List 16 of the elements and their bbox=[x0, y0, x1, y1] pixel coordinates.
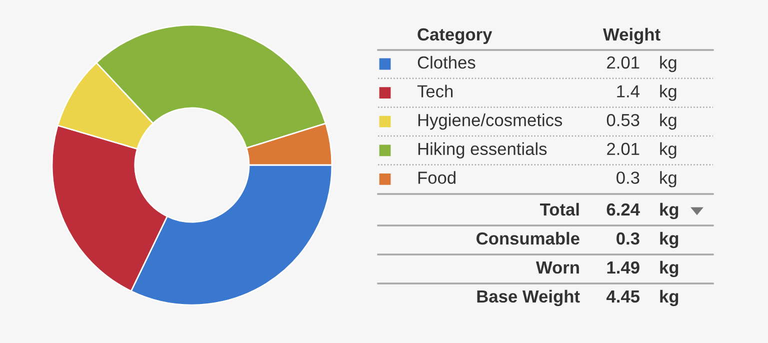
legend-label: Hygiene/cosmetics bbox=[418, 114, 562, 130]
text: Consumable 0.3 kg bbox=[476, 232, 678, 248]
text: Weight bbox=[603, 28, 660, 44]
text: Base Weight 4.45 kg bbox=[477, 290, 678, 306]
legend-label: Hiking essentials bbox=[418, 142, 547, 158]
text: 2.01 kg bbox=[607, 142, 676, 158]
data-label: 1.4 kg bbox=[617, 84, 676, 101]
text: Total 6.24 kg bbox=[540, 202, 678, 220]
text: Worn 1.49 kg bbox=[536, 260, 678, 278]
legend-title: Category bbox=[418, 28, 492, 44]
text: 0.53 kg bbox=[606, 114, 676, 130]
legend-label: Clothes bbox=[418, 56, 476, 69]
legend-label: Tech bbox=[417, 84, 453, 98]
text: 2.01 kg bbox=[607, 56, 676, 72]
text: 0.3 kg bbox=[616, 171, 676, 188]
legend-label: Food bbox=[418, 171, 456, 184]
